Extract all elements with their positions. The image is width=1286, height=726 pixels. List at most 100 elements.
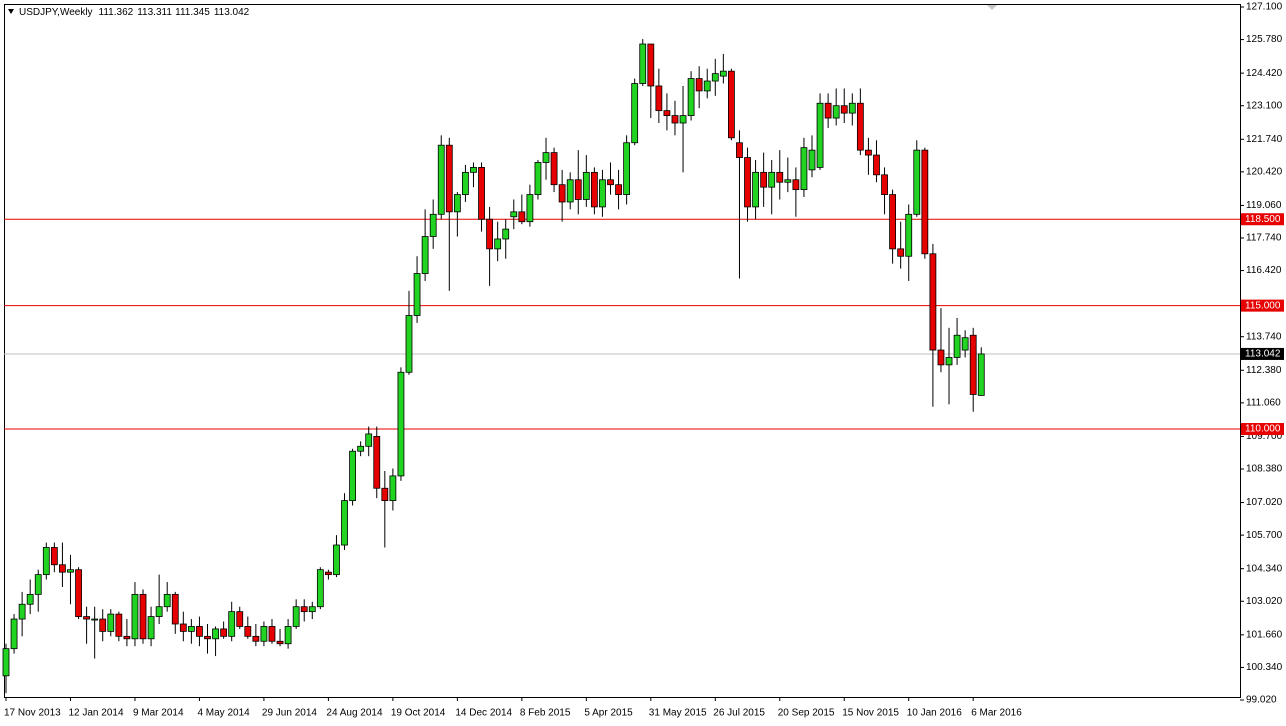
candle-body [816, 102, 824, 168]
candle-body [252, 635, 260, 642]
y-tick-label: 113.740 [1246, 331, 1282, 342]
y-tick-label: 101.660 [1246, 629, 1283, 640]
candle-body [494, 238, 502, 250]
y-tick-label: 124.420 [1246, 68, 1283, 79]
candle-body [381, 487, 389, 501]
x-tick-label: 24 Aug 2014 [326, 708, 383, 719]
candle-body [687, 78, 695, 116]
candle-body [929, 253, 937, 351]
header-open: 111.362 [99, 7, 134, 18]
x-tick-label: 29 Jun 2014 [262, 708, 317, 719]
candle-body [977, 353, 985, 396]
candle-body [437, 144, 445, 215]
candle-body [808, 149, 816, 171]
candle-body [349, 450, 356, 501]
candle-body [397, 371, 405, 477]
y-tick-label: 127.100 [1246, 2, 1283, 13]
y-tick-label: 125.780 [1246, 34, 1283, 45]
candle-body [566, 179, 574, 203]
candle-body [316, 569, 324, 608]
candle-body [59, 564, 66, 573]
x-tick-label: 4 May 2014 [197, 708, 250, 719]
candle-body [711, 73, 719, 82]
candle-body [204, 635, 211, 640]
candle-body [695, 78, 703, 92]
candle-body [486, 218, 494, 250]
candle-body [276, 640, 284, 645]
y-tick-label: 109.700 [1246, 431, 1283, 442]
candle-body [462, 171, 469, 195]
x-tick-label: 17 Nov 2013 [4, 708, 61, 719]
header-close: 113.042 [214, 7, 250, 18]
candle-body [760, 171, 768, 188]
candle-body [969, 334, 977, 395]
candle-body [590, 171, 598, 208]
candle-body [752, 171, 759, 208]
header-high: 113.311 [137, 7, 172, 18]
candle-body [324, 571, 332, 576]
candle-body [75, 569, 82, 617]
menu-arrow[interactable] [8, 9, 14, 14]
x-tick-label: 6 Mar 2016 [971, 708, 1022, 719]
candle-body [413, 273, 421, 316]
candle-body [163, 593, 171, 608]
candle-body [268, 626, 276, 642]
candle-body [284, 626, 292, 645]
candle-body [155, 606, 163, 617]
candle-body [365, 433, 373, 447]
x-tick-label: 12 Jan 2014 [68, 708, 123, 719]
candle-body [953, 334, 961, 358]
candle-body [647, 43, 655, 87]
x-tick-label: 26 Jul 2015 [713, 708, 765, 719]
candle-body [865, 149, 872, 156]
candle-body [236, 611, 244, 627]
candle-body [429, 213, 437, 237]
candle-body [639, 43, 647, 84]
candle-body [937, 349, 945, 366]
level-label: 118.500 [1245, 214, 1281, 225]
candle-body [99, 618, 107, 632]
x-tick-label: 5 Apr 2015 [584, 708, 633, 719]
y-tick-label: 117.740 [1246, 233, 1282, 244]
shift-marker [987, 5, 997, 10]
candle-body [824, 102, 832, 119]
y-tick-label: 119.060 [1246, 200, 1282, 211]
candle-body [913, 149, 921, 215]
candle-body [341, 500, 348, 546]
candle-body [373, 436, 381, 489]
candle-body [897, 248, 905, 257]
candle-body [945, 357, 953, 366]
x-tick-label: 8 Feb 2015 [520, 708, 571, 719]
y-tick-label: 103.020 [1246, 596, 1283, 607]
y-tick-label: 108.380 [1246, 464, 1283, 475]
candle-body [179, 623, 187, 632]
candle-body [300, 606, 308, 613]
candle-body [961, 337, 969, 351]
candle-body [719, 70, 727, 77]
candle-body [18, 603, 26, 620]
candle-body [260, 626, 268, 642]
candle-body [26, 593, 34, 605]
chart-title: USDJPY,Weekly [19, 7, 93, 18]
candle-body [671, 115, 679, 124]
x-tick-label: 10 Jan 2016 [907, 708, 962, 719]
candle-body [123, 635, 131, 640]
candle-body [736, 142, 743, 158]
candle-body [389, 475, 397, 501]
candle-body [768, 171, 776, 188]
candle-body [478, 167, 485, 220]
level-label-box [1241, 299, 1284, 312]
y-tick-label: 105.700 [1246, 530, 1283, 541]
candle-body [510, 211, 518, 218]
x-tick-label: 14 Dec 2014 [455, 708, 512, 719]
candle-body [292, 606, 300, 627]
candle-body [405, 315, 413, 373]
chart-header: USDJPY,Weekly 111.362 113.311 111.345 113.04… [19, 7, 250, 18]
candle-body [631, 83, 639, 144]
last-price-box [1241, 347, 1284, 360]
candle-body [139, 593, 147, 640]
candle-body [655, 85, 663, 112]
candle-body [550, 152, 558, 186]
candle-body [187, 626, 195, 632]
